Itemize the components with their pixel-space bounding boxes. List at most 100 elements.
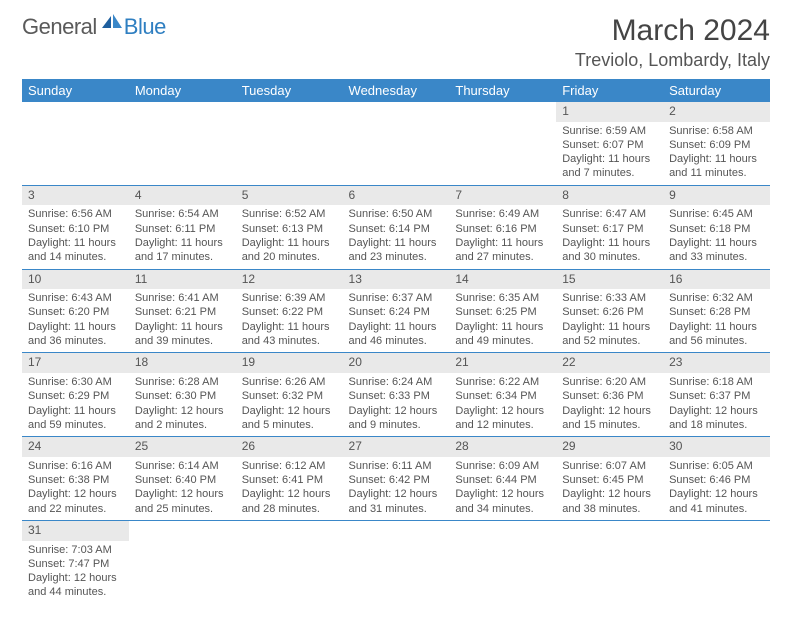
day-header: Thursday xyxy=(449,79,556,102)
day-number: 5 xyxy=(236,186,343,206)
day-details: Sunrise: 6:14 AMSunset: 6:40 PMDaylight:… xyxy=(129,457,236,520)
calendar-cell: 16Sunrise: 6:32 AMSunset: 6:28 PMDayligh… xyxy=(663,269,770,353)
calendar-cell: 18Sunrise: 6:28 AMSunset: 6:30 PMDayligh… xyxy=(129,353,236,437)
day-details: Sunrise: 6:50 AMSunset: 6:14 PMDaylight:… xyxy=(343,205,450,268)
day-number: 18 xyxy=(129,353,236,373)
day-number: 13 xyxy=(343,270,450,290)
day-number: 15 xyxy=(556,270,663,290)
calendar-cell: 29Sunrise: 6:07 AMSunset: 6:45 PMDayligh… xyxy=(556,437,663,521)
calendar-cell xyxy=(449,102,556,185)
calendar-cell xyxy=(663,520,770,603)
day-number: 8 xyxy=(556,186,663,206)
calendar-cell xyxy=(343,520,450,603)
calendar-cell: 8Sunrise: 6:47 AMSunset: 6:17 PMDaylight… xyxy=(556,185,663,269)
day-number: 1 xyxy=(556,102,663,122)
calendar-cell: 6Sunrise: 6:50 AMSunset: 6:14 PMDaylight… xyxy=(343,185,450,269)
day-number: 16 xyxy=(663,270,770,290)
calendar-cell: 23Sunrise: 6:18 AMSunset: 6:37 PMDayligh… xyxy=(663,353,770,437)
day-number: 31 xyxy=(22,521,129,541)
calendar-cell: 30Sunrise: 6:05 AMSunset: 6:46 PMDayligh… xyxy=(663,437,770,521)
day-details: Sunrise: 6:12 AMSunset: 6:41 PMDaylight:… xyxy=(236,457,343,520)
day-number: 2 xyxy=(663,102,770,122)
page-title: March 2024 xyxy=(575,14,770,48)
day-details: Sunrise: 6:54 AMSunset: 6:11 PMDaylight:… xyxy=(129,205,236,268)
calendar-cell: 1Sunrise: 6:59 AMSunset: 6:07 PMDaylight… xyxy=(556,102,663,185)
logo-sail-icon xyxy=(102,14,122,35)
calendar-cell xyxy=(449,520,556,603)
calendar-cell: 27Sunrise: 6:11 AMSunset: 6:42 PMDayligh… xyxy=(343,437,450,521)
day-header: Monday xyxy=(129,79,236,102)
calendar-cell: 10Sunrise: 6:43 AMSunset: 6:20 PMDayligh… xyxy=(22,269,129,353)
day-number: 27 xyxy=(343,437,450,457)
calendar-cell: 4Sunrise: 6:54 AMSunset: 6:11 PMDaylight… xyxy=(129,185,236,269)
calendar-cell: 22Sunrise: 6:20 AMSunset: 6:36 PMDayligh… xyxy=(556,353,663,437)
day-number: 29 xyxy=(556,437,663,457)
calendar-cell: 9Sunrise: 6:45 AMSunset: 6:18 PMDaylight… xyxy=(663,185,770,269)
location-subtitle: Treviolo, Lombardy, Italy xyxy=(575,50,770,71)
day-header: Wednesday xyxy=(343,79,450,102)
calendar-cell: 14Sunrise: 6:35 AMSunset: 6:25 PMDayligh… xyxy=(449,269,556,353)
day-details: Sunrise: 6:32 AMSunset: 6:28 PMDaylight:… xyxy=(663,289,770,352)
day-details: Sunrise: 6:58 AMSunset: 6:09 PMDaylight:… xyxy=(663,122,770,185)
calendar-cell: 3Sunrise: 6:56 AMSunset: 6:10 PMDaylight… xyxy=(22,185,129,269)
logo-text-blue: Blue xyxy=(124,14,166,40)
calendar-cell xyxy=(343,102,450,185)
day-details: Sunrise: 6:59 AMSunset: 6:07 PMDaylight:… xyxy=(556,122,663,185)
day-number: 9 xyxy=(663,186,770,206)
calendar-cell: 26Sunrise: 6:12 AMSunset: 6:41 PMDayligh… xyxy=(236,437,343,521)
day-number: 20 xyxy=(343,353,450,373)
calendar-cell: 28Sunrise: 6:09 AMSunset: 6:44 PMDayligh… xyxy=(449,437,556,521)
day-details: Sunrise: 6:37 AMSunset: 6:24 PMDaylight:… xyxy=(343,289,450,352)
day-details: Sunrise: 6:47 AMSunset: 6:17 PMDaylight:… xyxy=(556,205,663,268)
day-details: Sunrise: 6:43 AMSunset: 6:20 PMDaylight:… xyxy=(22,289,129,352)
day-details: Sunrise: 6:11 AMSunset: 6:42 PMDaylight:… xyxy=(343,457,450,520)
day-number: 12 xyxy=(236,270,343,290)
day-number: 25 xyxy=(129,437,236,457)
day-number: 24 xyxy=(22,437,129,457)
day-details: Sunrise: 6:33 AMSunset: 6:26 PMDaylight:… xyxy=(556,289,663,352)
calendar-cell: 17Sunrise: 6:30 AMSunset: 6:29 PMDayligh… xyxy=(22,353,129,437)
day-number: 7 xyxy=(449,186,556,206)
day-number: 10 xyxy=(22,270,129,290)
logo-text-general: General xyxy=(22,14,97,40)
day-details: Sunrise: 6:07 AMSunset: 6:45 PMDaylight:… xyxy=(556,457,663,520)
calendar-cell xyxy=(236,102,343,185)
day-details: Sunrise: 6:45 AMSunset: 6:18 PMDaylight:… xyxy=(663,205,770,268)
day-number: 19 xyxy=(236,353,343,373)
day-details: Sunrise: 6:26 AMSunset: 6:32 PMDaylight:… xyxy=(236,373,343,436)
day-number: 23 xyxy=(663,353,770,373)
calendar-table: SundayMondayTuesdayWednesdayThursdayFrid… xyxy=(22,79,770,604)
day-number: 26 xyxy=(236,437,343,457)
calendar-cell: 12Sunrise: 6:39 AMSunset: 6:22 PMDayligh… xyxy=(236,269,343,353)
calendar-cell: 25Sunrise: 6:14 AMSunset: 6:40 PMDayligh… xyxy=(129,437,236,521)
calendar-cell: 7Sunrise: 6:49 AMSunset: 6:16 PMDaylight… xyxy=(449,185,556,269)
day-details: Sunrise: 6:35 AMSunset: 6:25 PMDaylight:… xyxy=(449,289,556,352)
calendar-cell: 21Sunrise: 6:22 AMSunset: 6:34 PMDayligh… xyxy=(449,353,556,437)
day-details: Sunrise: 6:30 AMSunset: 6:29 PMDaylight:… xyxy=(22,373,129,436)
calendar-cell: 5Sunrise: 6:52 AMSunset: 6:13 PMDaylight… xyxy=(236,185,343,269)
calendar-cell: 13Sunrise: 6:37 AMSunset: 6:24 PMDayligh… xyxy=(343,269,450,353)
day-number: 21 xyxy=(449,353,556,373)
day-details: Sunrise: 6:09 AMSunset: 6:44 PMDaylight:… xyxy=(449,457,556,520)
day-details: Sunrise: 6:16 AMSunset: 6:38 PMDaylight:… xyxy=(22,457,129,520)
logo: General Blue xyxy=(22,14,166,40)
calendar-cell xyxy=(236,520,343,603)
calendar-cell xyxy=(22,102,129,185)
day-header: Friday xyxy=(556,79,663,102)
day-header: Sunday xyxy=(22,79,129,102)
day-details: Sunrise: 6:28 AMSunset: 6:30 PMDaylight:… xyxy=(129,373,236,436)
day-number: 17 xyxy=(22,353,129,373)
day-details: Sunrise: 6:39 AMSunset: 6:22 PMDaylight:… xyxy=(236,289,343,352)
calendar-cell: 19Sunrise: 6:26 AMSunset: 6:32 PMDayligh… xyxy=(236,353,343,437)
calendar-cell xyxy=(556,520,663,603)
day-number: 3 xyxy=(22,186,129,206)
calendar-cell xyxy=(129,102,236,185)
day-details: Sunrise: 6:52 AMSunset: 6:13 PMDaylight:… xyxy=(236,205,343,268)
day-details: Sunrise: 6:49 AMSunset: 6:16 PMDaylight:… xyxy=(449,205,556,268)
calendar-cell: 24Sunrise: 6:16 AMSunset: 6:38 PMDayligh… xyxy=(22,437,129,521)
calendar-cell xyxy=(129,520,236,603)
day-details: Sunrise: 7:03 AMSunset: 7:47 PMDaylight:… xyxy=(22,541,129,604)
header: General Blue March 2024 Treviolo, Lombar… xyxy=(22,14,770,71)
day-details: Sunrise: 6:20 AMSunset: 6:36 PMDaylight:… xyxy=(556,373,663,436)
calendar-cell: 11Sunrise: 6:41 AMSunset: 6:21 PMDayligh… xyxy=(129,269,236,353)
